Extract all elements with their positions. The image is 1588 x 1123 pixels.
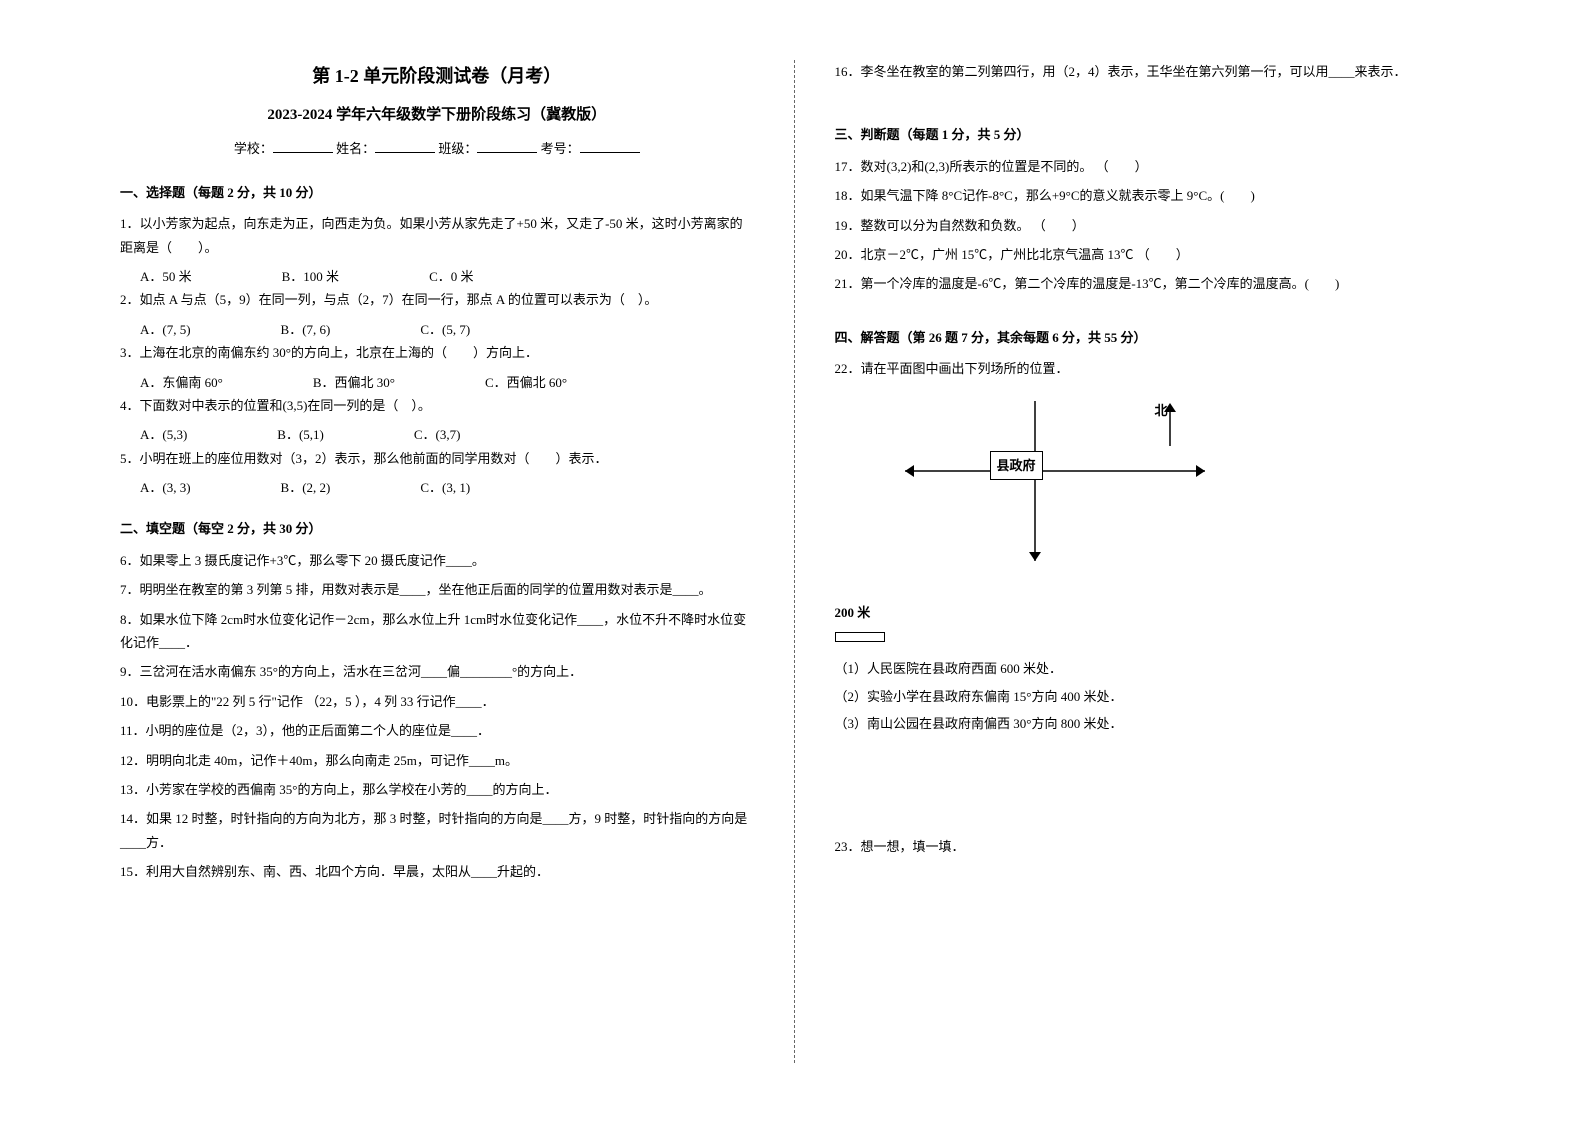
id-blank (580, 140, 640, 153)
q5-option-c: C．(3, 1) (420, 476, 470, 499)
q1-text: 1．以小芳家为起点，向东走为正，向西走为负。如果小芳从家先走了+50 米，又走了… (120, 212, 754, 259)
q22-subitems: （1）人民医院在县政府西面 600 米处． （2）实验小学在县政府东偏南 15°… (835, 657, 1469, 735)
q4-option-a: A．(5,3) (140, 423, 187, 446)
q22-2-text: （2）实验小学在县政府东偏南 15°方向 400 米处． (835, 685, 1469, 708)
location-diagram: 北 县政府 (895, 391, 1215, 591)
name-label: 姓名： (336, 137, 375, 160)
county-label: 县政府 (990, 451, 1043, 480)
column-divider (794, 60, 795, 1063)
q1-option-c: C．0 米 (429, 265, 473, 288)
id-label: 考号： (541, 137, 580, 160)
q4-option-b: B．(5,1) (277, 423, 324, 446)
q2-text: 2．如点 A 与点（5，9）在同一列，与点（2，7）在同一行，那点 A 的位置可… (120, 288, 754, 311)
q3-options: A．东偏南 60° B．西偏北 30° C．西偏北 60° (140, 371, 754, 394)
q4-option-c: C．(3,7) (414, 423, 461, 446)
q20-text: 20．北京－2℃，广州 15℃，广州比北京气温高 13℃ （ ） (835, 243, 1469, 266)
q6-text: 6．如果零上 3 摄氏度记作+3℃，那么零下 20 摄氏度记作____。 (120, 549, 754, 572)
q23-text: 23．想一想，填一填． (835, 835, 1469, 858)
school-blank (273, 140, 333, 153)
q3-text: 3．上海在北京的南偏东约 30°的方向上，北京在上海的（ ）方向上． (120, 341, 754, 364)
q5-option-a: A．(3, 3) (140, 476, 191, 499)
q5-text: 5．小明在班上的座位用数对（3，2）表示，那么他前面的同学用数对（ ）表示． (120, 447, 754, 470)
subtitle: 2023-2024 学年六年级数学下册阶段练习（冀教版） (120, 102, 754, 129)
q3-option-b: B．西偏北 30° (313, 371, 395, 394)
q2-option-c: C．(5, 7) (420, 318, 470, 341)
q4-text: 4．下面数对中表示的位置和(3,5)在同一列的是（ ）。 (120, 394, 754, 417)
q14-text: 14．如果 12 时整，时针指向的方向为北方，那 3 时整，时针指向的方向是__… (120, 807, 754, 854)
q3-option-a: A．东偏南 60° (140, 371, 223, 394)
student-info-line: 学校： 姓名： 班级： 考号： (120, 137, 754, 160)
q1-options: A．50 米 B．100 米 C．0 米 (140, 265, 754, 288)
section3-header: 三、判断题（每题 1 分，共 5 分） (835, 123, 1469, 146)
q2-option-a: A．(7, 5) (140, 318, 191, 341)
q22-text: 22．请在平面图中画出下列场所的位置． (835, 357, 1469, 380)
class-blank (477, 140, 537, 153)
section4-header: 四、解答题（第 26 题 7 分，其余每题 6 分，共 55 分） (835, 326, 1469, 349)
q4-options: A．(5,3) B．(5,1) C．(3,7) (140, 423, 754, 446)
q12-text: 12．明明向北走 40m，记作＋40m，那么向南走 25m，可记作____m。 (120, 749, 754, 772)
section1-header: 一、选择题（每题 2 分，共 10 分） (120, 181, 754, 204)
q21-text: 21．第一个冷库的温度是-6℃，第二个冷库的温度是-13℃，第二个冷库的温度高。… (835, 272, 1469, 295)
q16-text: 16．李冬坐在教室的第二列第四行，用（2，4）表示，王华坐在第六列第一行，可以用… (835, 60, 1469, 83)
q2-option-b: B．(7, 6) (281, 318, 331, 341)
right-column: 16．李冬坐在教室的第二列第四行，用（2，4）表示，王华坐在第六列第一行，可以用… (835, 60, 1469, 1063)
q5-options: A．(3, 3) B．(2, 2) C．(3, 1) (140, 476, 754, 499)
q13-text: 13．小芳家在学校的西偏南 35°的方向上，那么学校在小芳的____的方向上． (120, 778, 754, 801)
q5-option-b: B．(2, 2) (281, 476, 331, 499)
q8-text: 8．如果水位下降 2cm时水位变化记作－2cm，那么水位上升 1cm时水位变化记… (120, 608, 754, 655)
name-blank (375, 140, 435, 153)
q18-text: 18．如果气温下降 8°C记作-8°C，那么+9°C的意义就表示零上 9°C。(… (835, 184, 1469, 207)
q2-options: A．(7, 5) B．(7, 6) C．(5, 7) (140, 318, 754, 341)
q11-text: 11．小明的座位是（2，3），他的正后面第二个人的座位是____． (120, 719, 754, 742)
q19-text: 19．整数可以分为自然数和负数。 （ ） (835, 214, 1469, 237)
q1-option-b: B．100 米 (282, 265, 339, 288)
q9-text: 9．三岔河在活水南偏东 35°的方向上，活水在三岔河____偏________°… (120, 660, 754, 683)
q10-text: 10．电影票上的"22 列 5 行"记作 （22，5 ），4 列 33 行记作_… (120, 690, 754, 713)
q22-3-text: （3）南山公园在县政府南偏西 30°方向 800 米处． (835, 712, 1469, 735)
q22-1-text: （1）人民医院在县政府西面 600 米处． (835, 657, 1469, 680)
scale-box-icon (835, 632, 885, 642)
q17-text: 17．数对(3,2)和(2,3)所表示的位置是不同的。 （ ） (835, 155, 1469, 178)
main-title: 第 1-2 单元阶段测试卷（月考） (120, 60, 754, 92)
north-label: 北 (1155, 399, 1168, 422)
q3-option-c: C．西偏北 60° (485, 371, 567, 394)
section2-header: 二、填空题（每空 2 分，共 30 分） (120, 517, 754, 540)
q15-text: 15．利用大自然辨别东、南、西、北四个方向．早晨，太阳从____升起的． (120, 860, 754, 883)
q1-option-a: A．50 米 (140, 265, 192, 288)
scale-text: 200 米 (835, 605, 871, 620)
left-column: 第 1-2 单元阶段测试卷（月考） 2023-2024 学年六年级数学下册阶段练… (120, 60, 754, 1063)
class-label: 班级： (438, 137, 477, 160)
scale-line: 200 米 (835, 601, 1469, 648)
school-label: 学校： (234, 137, 273, 160)
q7-text: 7．明明坐在教室的第 3 列第 5 排，用数对表示是____，坐在他正后面的同学… (120, 578, 754, 601)
